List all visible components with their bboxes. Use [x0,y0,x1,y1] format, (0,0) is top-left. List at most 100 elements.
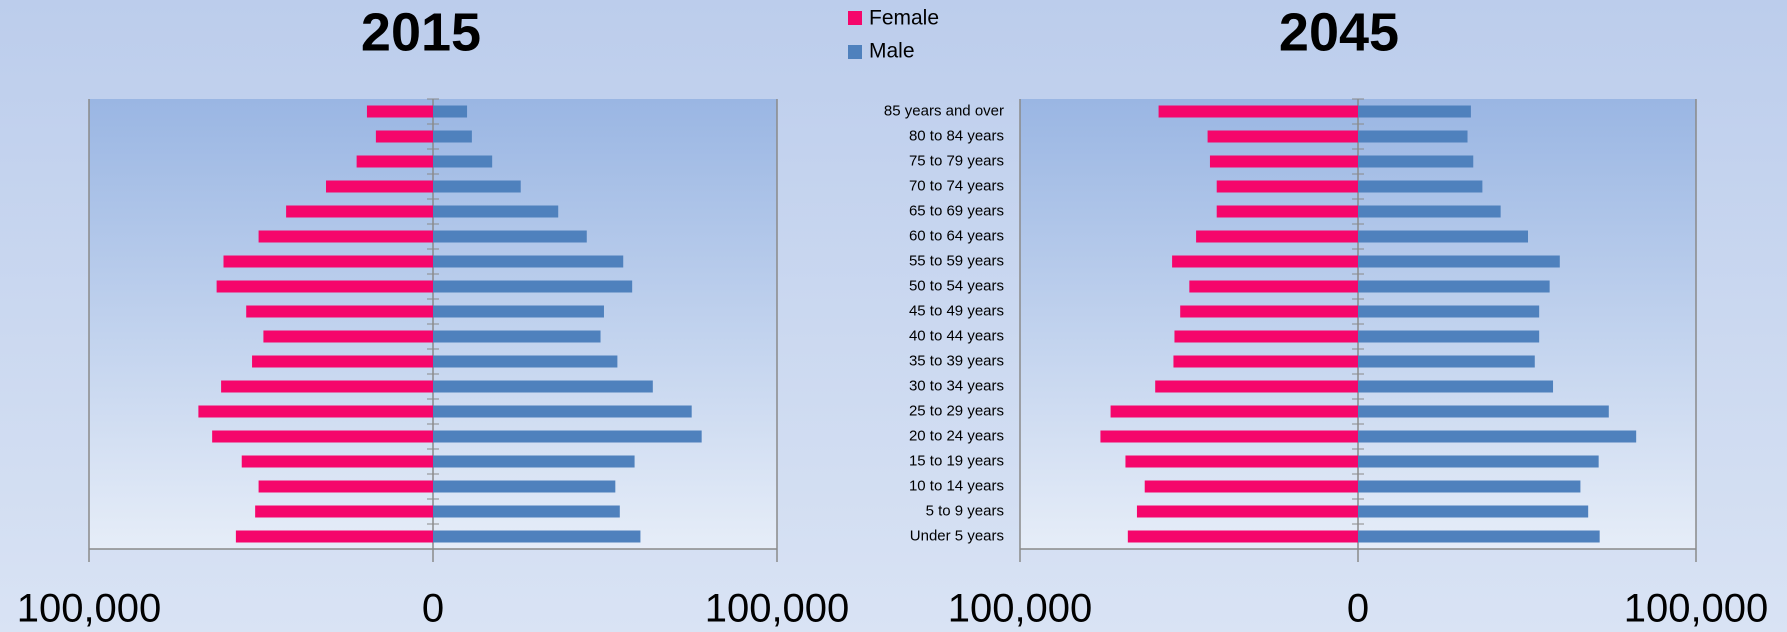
bar [1127,530,1358,543]
bar [198,405,433,418]
x-tick-label: 100,000 [17,587,162,631]
bar [1358,205,1501,218]
bar [1180,305,1358,318]
bar [1358,155,1474,168]
y-tick-label: 20 to 24 years [909,427,1004,444]
y-tick-label: 65 to 69 years [909,202,1004,219]
bar [216,280,433,293]
bar [1174,330,1358,343]
y-tick-label: 40 to 44 years [909,327,1004,344]
y-tick-label: 85 years and over [884,102,1004,119]
bar [1136,505,1358,518]
bar [1358,105,1471,118]
bar [1358,430,1637,443]
legend-swatch [848,11,862,25]
legend-label: Female [869,7,939,30]
y-tick-label: 70 to 74 years [909,177,1004,194]
bar [1358,480,1581,493]
bar [1358,380,1554,393]
chart-title: 2015 [361,2,481,62]
bar [433,205,559,218]
bar [433,105,468,118]
bar [1358,355,1535,368]
bar [433,155,493,168]
bar [1358,130,1468,143]
x-tick-label: 0 [1347,587,1369,631]
bar [1196,230,1358,243]
bar [433,455,635,468]
bar [223,255,433,268]
bar [1125,455,1358,468]
bar [433,355,618,368]
bar [433,505,620,518]
bar [258,230,433,243]
bar [235,530,433,543]
y-tick-label: Under 5 years [910,527,1004,544]
y-tick-label: 75 to 79 years [909,152,1004,169]
bar [1100,430,1358,443]
bar [258,480,433,493]
y-tick-label: 30 to 34 years [909,377,1004,394]
bar [252,355,433,368]
bar [433,480,616,493]
y-tick-label: 45 to 49 years [909,302,1004,319]
bar [241,455,433,468]
bar [1209,155,1358,168]
bar [1155,380,1358,393]
legend-label: Male [869,40,915,63]
chart-title: 2045 [1279,2,1399,62]
bar [286,205,433,218]
bar [1189,280,1358,293]
bar [1216,205,1358,218]
bar [433,530,641,543]
y-tick-label: 50 to 54 years [909,277,1004,294]
bar [1358,255,1560,268]
y-tick-label: 55 to 59 years [909,252,1004,269]
bar [356,155,433,168]
bar [1110,405,1358,418]
bar [366,105,433,118]
bar [1358,330,1540,343]
bar [1172,255,1358,268]
bar [433,305,604,318]
bar [1207,130,1358,143]
bar [246,305,433,318]
bar [326,180,433,193]
bar [1358,455,1599,468]
bar [1158,105,1358,118]
x-tick-label: 100,000 [948,587,1093,631]
x-tick-label: 100,000 [705,587,850,631]
bar [1358,180,1483,193]
bar [212,430,433,443]
bar [1216,180,1358,193]
y-tick-label: 5 to 9 years [926,502,1004,519]
bar [1358,230,1529,243]
bar [433,230,587,243]
bar [433,330,601,343]
y-tick-label: 25 to 29 years [909,402,1004,419]
y-tick-label: 10 to 14 years [909,477,1004,494]
bar [433,130,472,143]
bar [433,380,653,393]
bar [263,330,433,343]
bar [433,180,521,193]
bar [1358,505,1589,518]
bar [1173,355,1358,368]
y-tick-label: 35 to 39 years [909,352,1004,369]
bar [1358,280,1550,293]
x-tick-label: 100,000 [1624,587,1769,631]
bar [1358,405,1609,418]
bar [1358,530,1600,543]
bar [433,255,624,268]
bar [433,280,633,293]
bar [221,380,433,393]
y-tick-label: 80 to 84 years [909,127,1004,144]
bar [433,430,702,443]
legend-swatch [848,45,862,59]
y-tick-label: 15 to 19 years [909,452,1004,469]
bar [1144,480,1358,493]
x-tick-label: 0 [422,587,444,631]
bar [255,505,433,518]
bar [1358,305,1540,318]
